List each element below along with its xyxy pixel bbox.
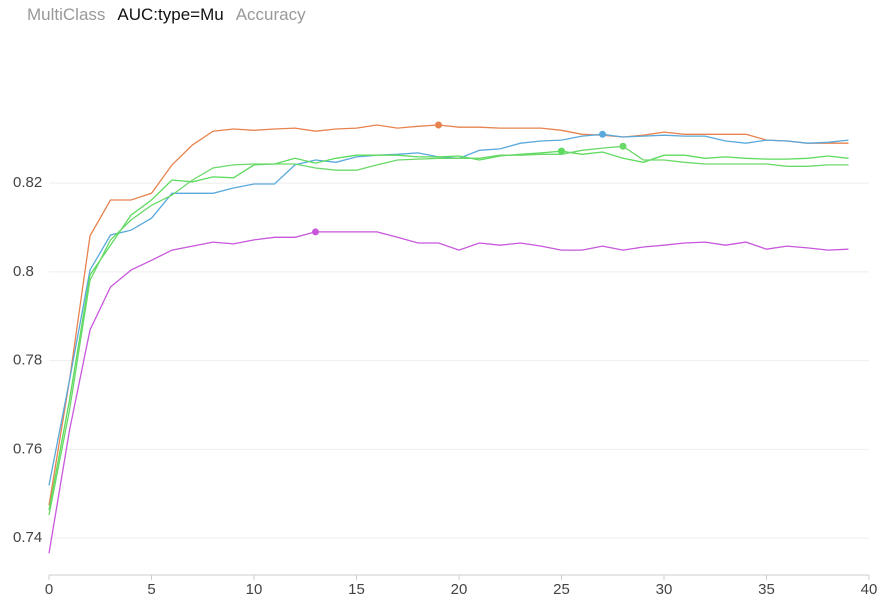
tabs: MultiClass AUC:type=Mu Accuracy (27, 5, 306, 25)
tab[interactable]: MultiClass (27, 5, 106, 24)
best-point (599, 130, 606, 138)
x-tick-label: 40 (861, 581, 878, 598)
x-tick-label: 25 (553, 581, 570, 598)
y-tick-label: 0.74 (13, 529, 42, 546)
tab[interactable]: AUC:type=Mu (117, 5, 224, 24)
x-tick-label: 30 (656, 581, 673, 598)
best-point (558, 147, 565, 155)
series-line (48, 133, 849, 486)
series-line (48, 145, 849, 516)
best-point (312, 228, 319, 236)
x-tick-label: 0 (45, 581, 53, 598)
x-tick-label: 10 (246, 581, 263, 598)
y-tick-label: 0.78 (13, 352, 42, 369)
y-tick-label: 0.76 (13, 440, 42, 457)
y-tick-label: 0.8 (13, 263, 34, 280)
series-line (48, 150, 849, 511)
best-point (619, 142, 627, 150)
y-tick-label: 0.82 (13, 174, 42, 191)
best-point (435, 121, 442, 129)
series-line (48, 231, 849, 554)
series-line (48, 124, 849, 506)
x-tick-label: 5 (147, 581, 155, 598)
x-tick-label: 35 (758, 581, 775, 598)
x-tick-label: 20 (451, 581, 468, 598)
tab[interactable]: Accuracy (235, 5, 306, 24)
x-tick-label: 15 (348, 581, 365, 598)
